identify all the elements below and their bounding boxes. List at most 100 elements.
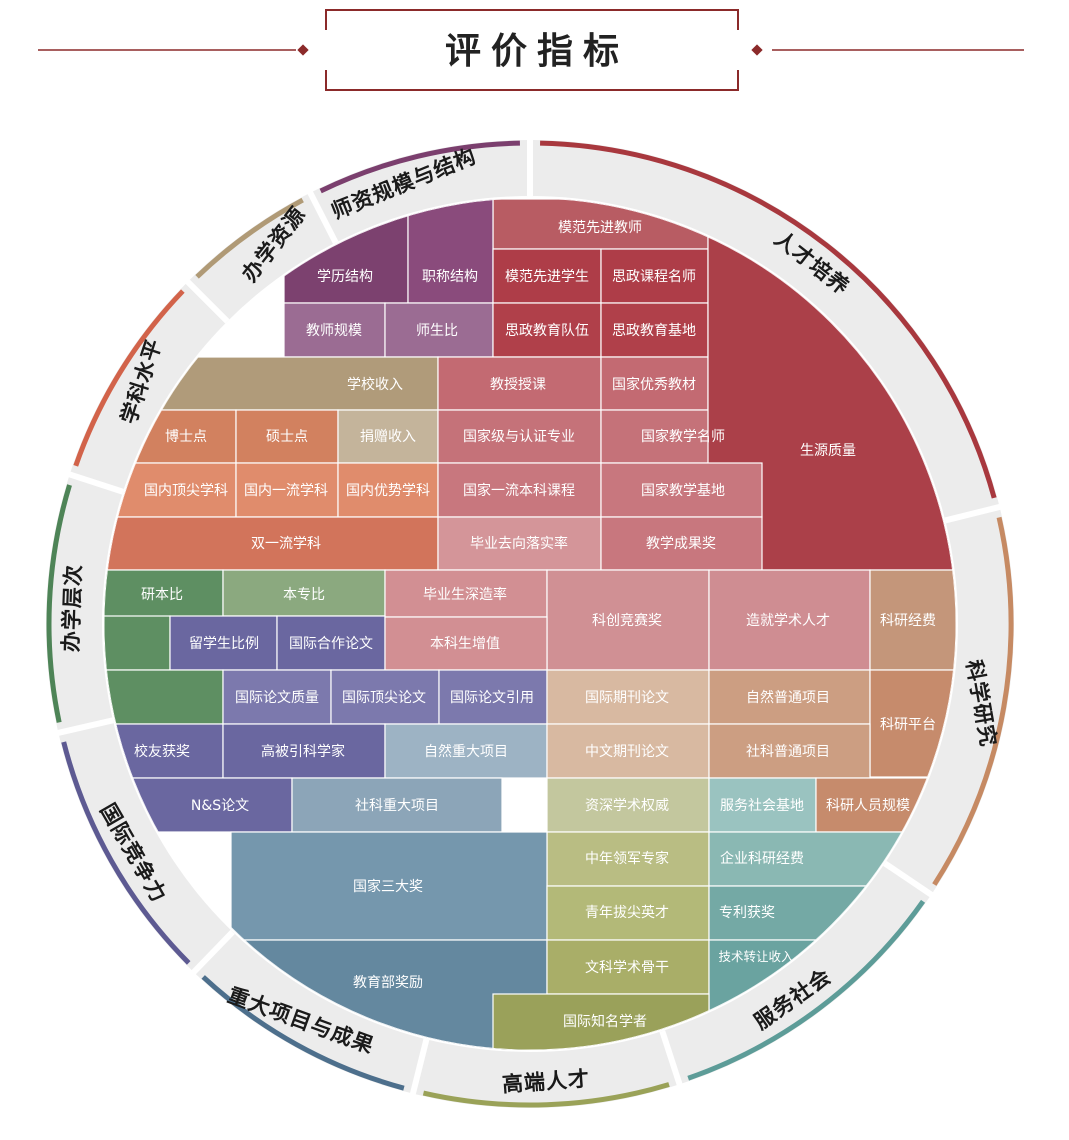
cell-label: 国家三大奖 [353,878,423,895]
title-frame-bottom [325,70,739,91]
treemap-cell [337,462,439,518]
treemap-cell [600,462,763,518]
cell-label: 国际论文质量 [235,690,319,706]
treemap-cell [384,302,494,358]
cell-label: 教学成果奖 [646,535,716,552]
treemap-cell [600,516,763,571]
cell-label: N&S论文 [191,798,249,814]
treemap-cell [546,569,710,671]
cell-label: 国内一流学科 [244,483,328,499]
cell-label: 毕业去向落实率 [470,535,568,552]
category-arc [687,899,926,1081]
cell-label: 国际顶尖论文 [342,690,426,706]
category-arc [422,1082,670,1108]
ring-separator [883,860,935,899]
category-arcs [46,140,1014,1108]
cell-label: 国家教学基地 [641,482,725,499]
cell-label: 专利获奖 [719,904,775,921]
category-label: 办学层次 [59,564,86,653]
treemap-cell [546,669,710,725]
cell-label: 技术转让收入 [718,949,794,964]
treemap-cell [600,356,709,411]
category-arc [46,484,72,723]
ring-separator [944,503,1003,524]
title-frame-top [325,9,739,30]
cell-label: 职称结构 [422,269,478,285]
treemap-cell [437,409,602,464]
cell-label: 国内顶尖学科 [144,483,228,499]
cell-label: 国际期刊论文 [585,690,669,706]
treemap-cell [492,248,602,304]
treemap-cell [546,777,710,833]
ring-separator [190,929,235,976]
cell-label: 国家教学名师 [641,428,725,445]
cell-label: 思政教育基地 [612,322,696,339]
cell-label: 校友获奖 [134,743,190,760]
treemap-cell [437,516,602,571]
treemap-cell [104,669,224,725]
cell-label: 科研经费 [880,613,936,629]
cell-label: 社科重大项目 [355,798,439,814]
ring-separator [184,278,230,324]
treemap-cell [437,356,602,411]
cell-label: 科研平台 [880,717,936,733]
treemap-cell [222,669,332,725]
treemap-cell [230,831,548,941]
cell-label: 教育部奖励 [353,974,423,991]
page-title: 评价指标 [445,31,629,72]
cell-label: 留学生比例 [189,636,259,652]
cell-label: 国家一流本科课程 [463,482,575,499]
cell-label: 造就学术人才 [746,613,830,629]
cell-label: 捐赠收入 [360,429,416,445]
category-arc [932,516,1014,886]
treemap-cell [384,616,548,671]
title-left-diamond [297,44,309,56]
treemap-cell [869,569,956,671]
treemap-cell [104,516,439,571]
cell-label: 模范先进教师 [558,219,642,236]
treemap-cell [222,569,386,617]
cell-label: 青年拔尖英才 [585,904,669,921]
cell-label: 科研人员规模 [826,798,910,814]
cell-label: 中文期刊论文 [585,744,669,760]
cell-label: 科创竞赛奖 [592,612,662,629]
cell-label: 教师规模 [306,323,362,339]
cell-label: 思政教育队伍 [505,323,589,339]
cell-label: 自然普通项目 [746,689,830,706]
cell-label: 文科学术骨干 [585,960,669,976]
cell-label: 国际论文引用 [450,690,534,706]
treemap-cell [330,669,440,725]
cell-label: 研本比 [141,587,183,603]
treemap-cell [337,409,439,464]
ring-separator [409,1038,430,1097]
category-arc [201,975,405,1091]
ring-separator [66,470,124,495]
category-arc [195,197,304,279]
cell-label: 企业科研经费 [720,850,804,867]
ring-separator [306,189,339,245]
treemap-cell [276,615,386,671]
cell-label: 资深学术权威 [585,798,669,814]
category-arc [61,741,191,965]
treemap-cell [546,831,710,887]
cell-label: 博士点 [165,428,207,445]
category-arc [540,140,997,499]
treemap-cell [407,198,494,304]
cell-label: 国内优势学科 [346,483,430,499]
cell-label: 社科普通项目 [746,744,830,760]
cell-label: 国家级与认证专业 [463,428,575,445]
ring-separators [55,138,1003,1097]
treemap-cell [384,723,548,779]
cell-label: 思政课程名师 [612,269,696,285]
cell-label: 师生比 [416,323,458,339]
cell-label: 自然重大项目 [424,743,508,760]
title-right-diamond [751,44,763,56]
category-arc [73,289,185,467]
cell-label: 国际合作论文 [289,636,373,652]
cell-label: 双一流学科 [251,536,321,552]
cell-label: 本专比 [283,587,325,603]
treemap-cell [235,409,339,464]
cell-label: 学历结构 [317,269,373,285]
